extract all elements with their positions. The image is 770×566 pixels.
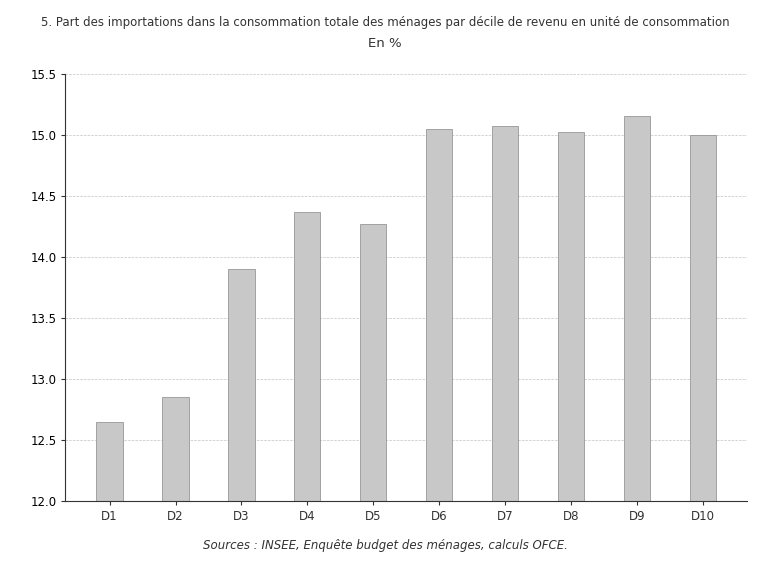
Text: Sources : INSEE, Enquête budget des ménages, calculs OFCE.: Sources : INSEE, Enquête budget des ména…	[203, 539, 567, 552]
Bar	[557, 132, 584, 566]
Bar	[360, 224, 387, 566]
Bar	[426, 128, 452, 566]
Bar	[690, 135, 716, 566]
Bar	[228, 269, 255, 566]
Bar	[294, 212, 320, 566]
Bar	[624, 117, 650, 566]
Text: 5. Part des importations dans la consommation totale des ménages par décile de r: 5. Part des importations dans la consomm…	[41, 16, 729, 29]
Bar	[492, 126, 518, 566]
Bar	[162, 397, 189, 566]
Bar	[96, 422, 122, 566]
Text: En %: En %	[368, 37, 402, 50]
